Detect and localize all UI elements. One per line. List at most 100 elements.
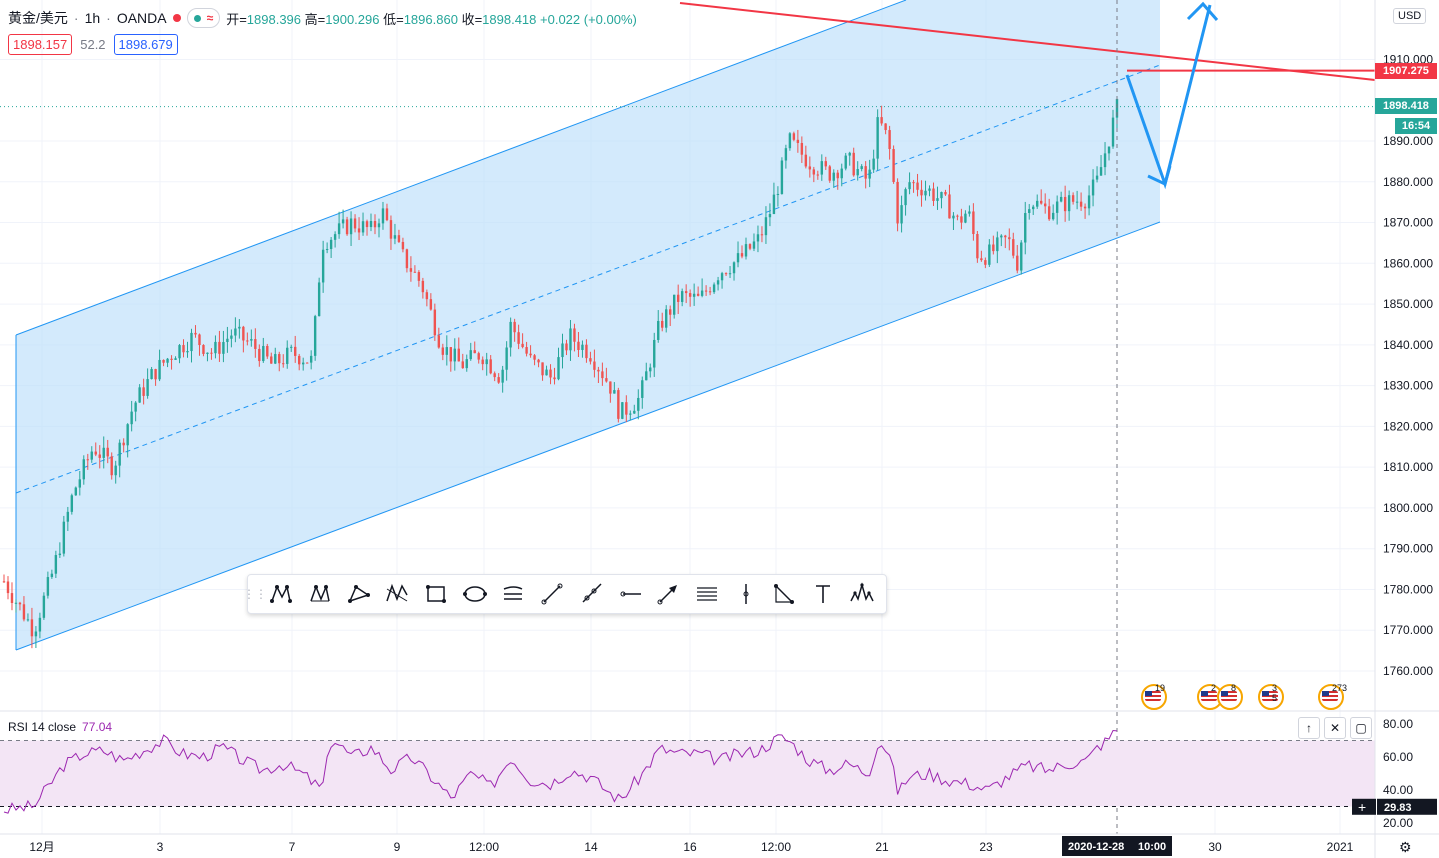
candle-body	[54, 555, 58, 574]
candle-body	[42, 595, 46, 618]
candle-body	[150, 369, 153, 380]
event-count: 8	[1231, 683, 1237, 693]
cypher-pattern-tool-button[interactable]	[301, 577, 340, 611]
us-event-flag-icon[interactable]: 19	[1141, 683, 1167, 710]
candle-body	[417, 272, 421, 281]
candle-body	[928, 188, 931, 191]
symbol-name[interactable]: 黄金/美元	[8, 10, 68, 26]
crosshair-time-tag	[1062, 836, 1172, 856]
candle-body	[325, 249, 329, 251]
cypher-pattern-icon	[310, 584, 330, 602]
candle-body	[740, 253, 744, 257]
candle-body	[174, 358, 177, 360]
abcd-pattern-tool-button[interactable]	[378, 577, 417, 611]
price-tick-label: 1850.000	[1383, 297, 1433, 311]
vertical-line-tool-button[interactable]	[726, 577, 765, 611]
close-icon[interactable]: ✕	[1324, 717, 1346, 739]
candle-body	[46, 577, 50, 596]
candle-body	[142, 387, 145, 396]
candle-body	[557, 357, 560, 380]
candle-body	[609, 381, 612, 394]
candle-body	[633, 410, 636, 414]
currency-label[interactable]: USD	[1393, 8, 1427, 24]
pitchfork-icon	[504, 586, 523, 600]
rsi-label[interactable]: RSI 14 close	[8, 720, 77, 734]
us-event-flag-icon[interactable]: 273	[1318, 683, 1347, 710]
candle-body	[329, 239, 333, 250]
candle-body	[820, 161, 823, 175]
candle-body	[617, 390, 620, 419]
candle-body	[840, 168, 843, 179]
time-tick-label: 3	[157, 840, 164, 854]
candle-body	[1099, 167, 1103, 176]
candle-body	[996, 237, 999, 252]
pitchfork-tool-button[interactable]	[494, 577, 533, 611]
parallel-channel-icon	[696, 587, 717, 601]
us-event-flag-icon[interactable]: 8	[1217, 683, 1243, 710]
candle-body	[246, 340, 249, 342]
candle-body	[345, 219, 349, 235]
triangle-pattern-tool-button[interactable]	[339, 577, 378, 611]
settings-gear-icon[interactable]: ⚙	[1399, 839, 1412, 855]
move-up-icon[interactable]: ↑	[1298, 717, 1320, 739]
candle-body	[836, 172, 839, 179]
candle-body	[1071, 195, 1075, 202]
xabcd-pattern-tool-button[interactable]	[262, 577, 301, 611]
candle-body	[732, 262, 736, 274]
candle-body	[736, 253, 740, 263]
ray-tool-button[interactable]	[572, 577, 611, 611]
text-tool-button[interactable]	[804, 577, 843, 611]
candle-body	[469, 350, 472, 360]
candle-body	[892, 149, 895, 182]
candle-body	[880, 117, 883, 124]
time-tick-label: 12月	[29, 840, 54, 854]
candle-body	[234, 328, 237, 336]
arrow-tool-button[interactable]	[649, 577, 688, 611]
candle-body	[696, 293, 700, 296]
trend-line-tool-button[interactable]	[533, 577, 572, 611]
candle-body	[964, 213, 967, 223]
candle-body	[497, 377, 500, 383]
candle-body	[102, 447, 105, 458]
ellipse-tool-button[interactable]	[455, 577, 494, 611]
candle-body	[1107, 146, 1111, 154]
candle-body	[26, 619, 30, 621]
candle-body	[78, 479, 81, 488]
horizontal-ray-tool-button[interactable]	[610, 577, 649, 611]
head-shoulders-tool-button[interactable]	[842, 577, 881, 611]
candle-body	[976, 234, 979, 259]
interval-label[interactable]: 1h	[84, 10, 101, 26]
candle-body	[230, 335, 233, 339]
rectangle-tool-button[interactable]	[417, 577, 456, 611]
sell-button[interactable]: 1898.157	[8, 34, 73, 55]
candle-body	[481, 359, 484, 365]
candle-body	[30, 619, 34, 637]
candle-body	[541, 362, 544, 376]
candle-body	[186, 351, 189, 353]
candle-body	[170, 358, 173, 360]
us-event-flag-icon[interactable]: 3 5	[1258, 683, 1284, 710]
candle-body	[613, 390, 616, 394]
rsi-legend: RSI 14 close 77.04	[8, 720, 112, 734]
rsi-cursor-tag	[1377, 798, 1437, 815]
maximize-icon[interactable]: ▢	[1350, 717, 1372, 739]
broker-label: OANDA	[116, 10, 167, 26]
parallel-channel-tool-button[interactable]	[688, 577, 727, 611]
candle-body	[724, 273, 728, 275]
candle-body	[952, 215, 955, 219]
parallel-channel[interactable]	[15, 0, 1161, 651]
drawing-overlay[interactable]	[0, 0, 1376, 834]
candle-body	[1067, 195, 1071, 212]
candle-body	[198, 334, 201, 346]
price-tick-label: 1800.000	[1383, 501, 1433, 515]
rsi-cursor-value: 29.83	[1384, 802, 1412, 814]
drag-handle-icon[interactable]: ⋮⋮	[243, 587, 267, 601]
candle-body	[800, 142, 804, 155]
buy-button[interactable]: 1898.679	[113, 34, 178, 55]
candle-body	[792, 133, 796, 140]
fib-extension-tool-button[interactable]	[765, 577, 804, 611]
candle-body	[18, 602, 22, 605]
candle-body	[924, 190, 927, 196]
visibility-toggle[interactable]: ≈	[186, 8, 221, 28]
